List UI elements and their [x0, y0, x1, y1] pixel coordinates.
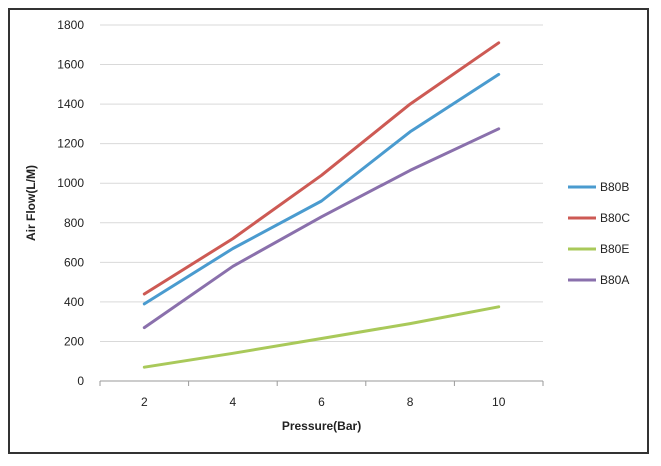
y-tick-label: 600	[64, 255, 84, 269]
x-tick-labels: 2 4 6 8 10	[141, 395, 506, 409]
y-axis-title: Air Flow(L/M)	[24, 165, 38, 241]
series-line-b80a	[142, 127, 501, 330]
x-tick-label: 8	[407, 395, 414, 409]
series-line-b80c	[142, 41, 501, 296]
series-line-b80b	[142, 72, 501, 306]
axes	[99, 380, 544, 386]
legend-label-b80a: B80A	[600, 273, 629, 287]
y-tick-label: 1200	[57, 137, 84, 151]
x-tick-label: 6	[318, 395, 325, 409]
x-tick-label: 10	[492, 395, 506, 409]
y-tick-label: 800	[64, 216, 84, 230]
y-tick-label: 1800	[57, 18, 84, 32]
y-tick-label: 1000	[57, 176, 84, 190]
y-tick-label: 1400	[57, 97, 84, 111]
x-axis-title: Pressure(Bar)	[282, 419, 361, 433]
y-tick-label: 1600	[57, 58, 84, 72]
gridlines	[100, 24, 543, 342]
series-lines	[142, 41, 501, 369]
x-tick-label: 2	[141, 395, 148, 409]
y-tick-label: 200	[64, 334, 84, 348]
legend-label-b80b: B80B	[600, 180, 629, 194]
y-tick-labels: 0 200 400 600 800 1000 1200 1400 1600 1800	[57, 18, 84, 388]
legend-label-b80c: B80C	[600, 211, 630, 225]
x-tick-label: 4	[230, 395, 237, 409]
legend: B80B B80C B80E B80A	[568, 180, 630, 287]
y-tick-label: 400	[64, 295, 84, 309]
chart-frame	[8, 8, 649, 454]
legend-label-b80e: B80E	[600, 242, 629, 256]
y-tick-label: 0	[77, 374, 84, 388]
series-line-b80e	[142, 305, 501, 369]
